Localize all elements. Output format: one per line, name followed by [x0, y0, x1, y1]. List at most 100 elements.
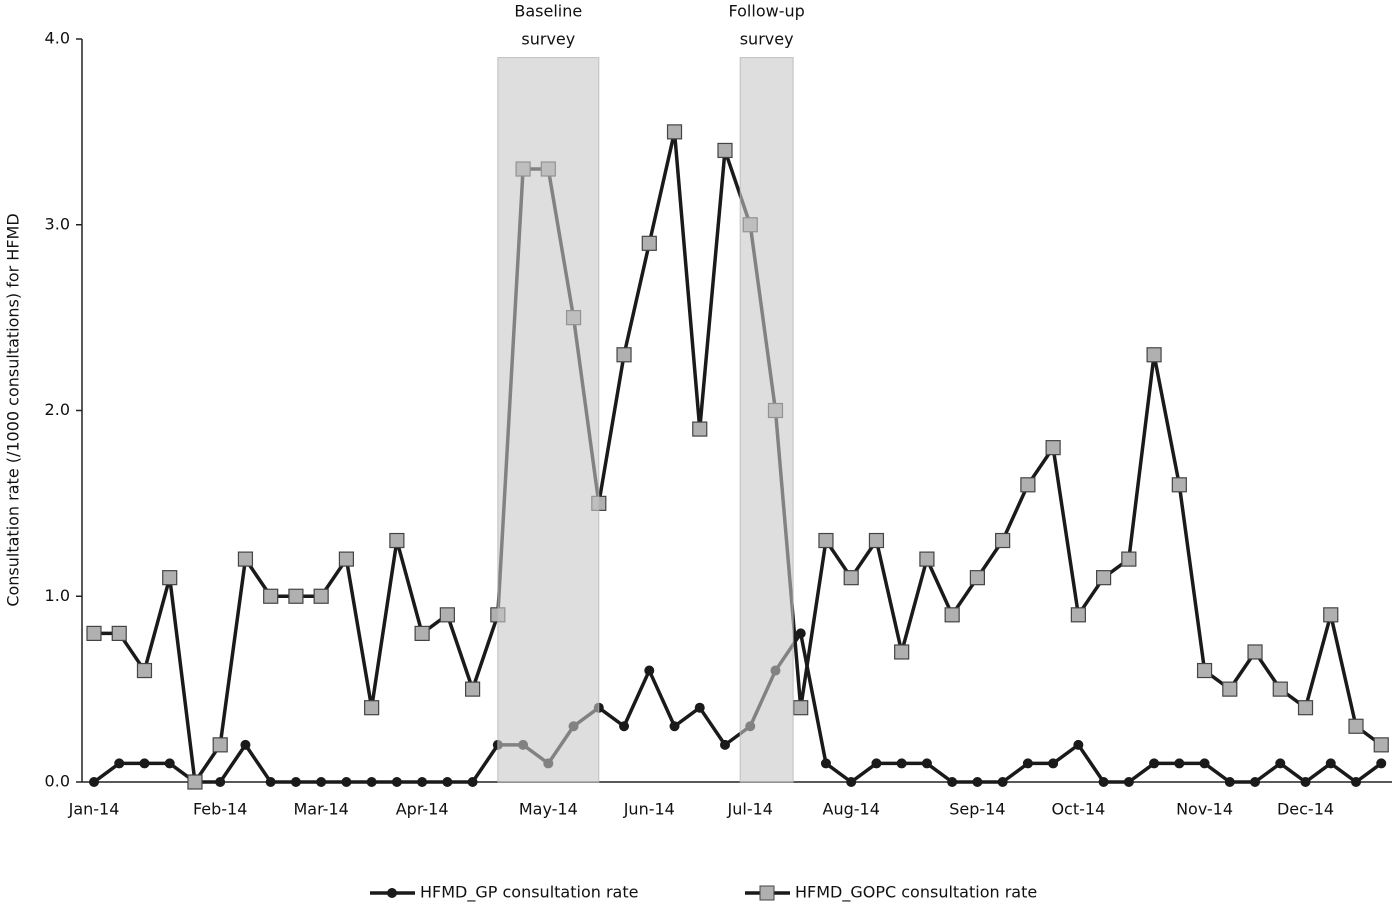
marker [341, 777, 352, 787]
x-tick-label: Jul-14 [727, 800, 773, 819]
marker [1146, 347, 1162, 363]
marker [364, 700, 380, 716]
marker [465, 681, 481, 697]
marker [442, 777, 453, 787]
marker [1048, 758, 1059, 769]
x-tick-label: Jun-14 [623, 800, 675, 819]
marker [894, 644, 910, 660]
marker [316, 777, 327, 787]
marker [139, 758, 150, 769]
marker [1275, 758, 1286, 769]
marker [1095, 570, 1112, 586]
marker [1272, 681, 1288, 697]
marker [669, 721, 680, 732]
band-label: survey [521, 30, 575, 49]
marker [1247, 644, 1263, 660]
marker [237, 551, 254, 567]
marker [919, 551, 935, 567]
legend-marker [759, 885, 775, 901]
marker [1297, 700, 1314, 716]
marker [1351, 777, 1361, 787]
marker [389, 532, 405, 549]
x-tick-label: Aug-14 [823, 800, 880, 819]
marker [1020, 477, 1036, 493]
x-tick-label: Feb-14 [193, 800, 247, 819]
marker [1376, 758, 1387, 769]
marker [1348, 718, 1364, 734]
marker [969, 570, 986, 586]
band-label: Baseline [514, 2, 582, 21]
marker [896, 758, 907, 769]
y-tick-label: 2.0 [45, 400, 70, 419]
marker [717, 142, 733, 159]
marker [1300, 777, 1311, 787]
marker [795, 628, 806, 639]
marker [111, 625, 127, 642]
marker [86, 625, 102, 642]
marker [997, 777, 1008, 787]
y-tick-label: 3.0 [45, 214, 70, 233]
x-tick-label: Nov-14 [1176, 800, 1233, 819]
marker [212, 737, 228, 753]
marker [846, 777, 857, 787]
series-line [94, 130, 1383, 784]
marker [871, 758, 882, 769]
series-line [92, 631, 1383, 784]
marker [1171, 477, 1187, 493]
marker [818, 532, 834, 549]
marker [1045, 440, 1061, 456]
y-tick-label: 4.0 [45, 29, 70, 48]
marker [162, 570, 178, 586]
marker [164, 758, 175, 769]
marker [616, 347, 632, 363]
marker [313, 588, 329, 604]
marker [417, 777, 428, 787]
marker [692, 421, 708, 437]
marker [1073, 739, 1084, 750]
marker [1149, 758, 1160, 769]
survey-band [739, 57, 794, 783]
marker [921, 758, 932, 769]
marker [288, 588, 304, 604]
band-label: Follow-up [729, 2, 805, 21]
marker [995, 532, 1011, 549]
marker [720, 739, 730, 750]
marker [843, 570, 859, 586]
marker [641, 235, 657, 251]
marker [215, 777, 226, 787]
marker [391, 777, 402, 787]
band-label: survey [740, 30, 794, 49]
x-tick-label: May-14 [519, 800, 578, 819]
marker [1199, 758, 1210, 769]
marker [1224, 777, 1235, 787]
x-tick-label: Dec-14 [1277, 800, 1334, 819]
marker [263, 588, 279, 604]
marker [694, 702, 705, 713]
marker [1123, 777, 1134, 787]
y-tick-label: 1.0 [45, 586, 70, 605]
marker [972, 777, 983, 787]
x-tick-label: Oct-14 [1051, 800, 1105, 819]
marker [1323, 607, 1339, 623]
legend-marker [387, 888, 397, 898]
marker [947, 777, 958, 787]
x-tick-label: Mar-14 [294, 800, 349, 819]
marker [793, 700, 809, 716]
y-axis-label: Consultation rate (/1000 consultations) … [4, 213, 23, 606]
legend-label: HFMD_GOPC consultation rate [795, 883, 1037, 903]
marker [1373, 737, 1389, 753]
marker [1250, 777, 1261, 787]
marker [240, 739, 251, 750]
marker [290, 777, 301, 787]
marker [338, 551, 354, 567]
marker [868, 532, 885, 549]
marker [619, 721, 630, 732]
marker [1022, 758, 1033, 769]
marker [944, 607, 960, 623]
marker [114, 758, 125, 769]
y-tick-label: 0.0 [45, 772, 70, 791]
legend-label: HFMD_GP consultation rate [420, 883, 638, 903]
marker [136, 662, 153, 679]
marker [1222, 681, 1238, 697]
